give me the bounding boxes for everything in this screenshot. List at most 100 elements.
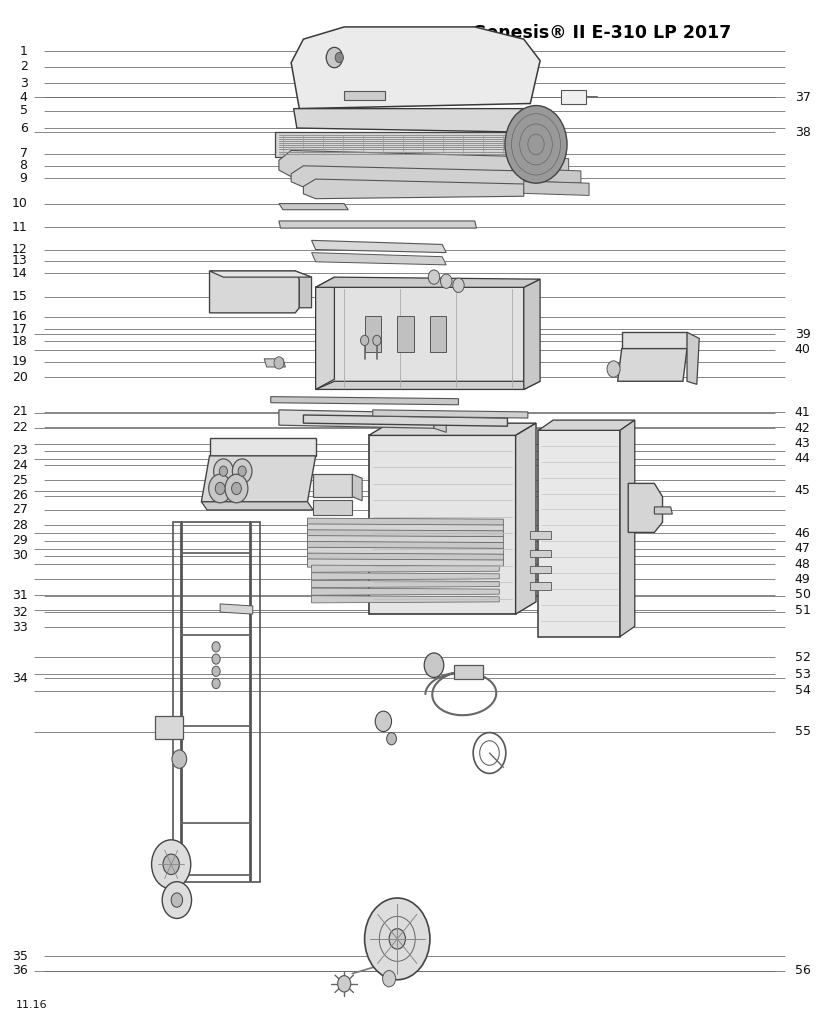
Text: 7: 7 (20, 147, 28, 160)
Polygon shape (210, 438, 315, 456)
Polygon shape (307, 524, 504, 532)
Polygon shape (654, 507, 672, 514)
Text: 56: 56 (794, 964, 811, 977)
Text: 17: 17 (11, 323, 28, 336)
Polygon shape (397, 316, 414, 351)
Text: 24: 24 (11, 459, 28, 471)
Polygon shape (369, 423, 536, 435)
Circle shape (337, 976, 351, 992)
Circle shape (364, 898, 430, 980)
Text: 29: 29 (11, 535, 28, 547)
Polygon shape (303, 179, 524, 199)
Circle shape (162, 882, 192, 919)
Text: 38: 38 (794, 126, 811, 138)
Circle shape (274, 356, 284, 369)
Polygon shape (530, 583, 550, 590)
Polygon shape (524, 169, 581, 183)
Polygon shape (561, 90, 586, 103)
Polygon shape (687, 332, 699, 384)
Polygon shape (315, 278, 540, 288)
Polygon shape (530, 550, 550, 557)
Text: 23: 23 (11, 444, 28, 458)
Text: 27: 27 (11, 504, 28, 516)
Polygon shape (530, 531, 550, 539)
Circle shape (212, 642, 220, 652)
Polygon shape (293, 109, 530, 132)
Circle shape (212, 654, 220, 665)
Polygon shape (313, 500, 352, 515)
Text: 22: 22 (11, 421, 28, 434)
Polygon shape (313, 474, 352, 497)
Circle shape (232, 482, 242, 495)
Text: 39: 39 (794, 328, 811, 341)
Circle shape (428, 270, 440, 285)
Polygon shape (311, 565, 500, 572)
Text: 37: 37 (794, 91, 811, 103)
Polygon shape (538, 420, 635, 430)
Text: 11: 11 (11, 220, 28, 233)
Polygon shape (364, 316, 381, 351)
Polygon shape (315, 288, 524, 389)
Text: 5: 5 (20, 104, 28, 117)
Circle shape (335, 52, 343, 62)
Circle shape (382, 971, 396, 987)
Text: 34: 34 (11, 672, 28, 685)
Polygon shape (307, 559, 504, 567)
Circle shape (152, 840, 191, 889)
Text: 51: 51 (794, 603, 811, 616)
Polygon shape (524, 181, 589, 196)
Text: 18: 18 (11, 335, 28, 348)
Text: 53: 53 (794, 668, 811, 681)
Polygon shape (265, 358, 286, 367)
Text: 33: 33 (11, 621, 28, 634)
Polygon shape (622, 332, 687, 348)
Circle shape (219, 466, 228, 476)
Text: 46: 46 (794, 527, 811, 540)
Text: 31: 31 (11, 589, 28, 602)
Text: 9: 9 (20, 172, 28, 184)
Polygon shape (311, 253, 446, 265)
Circle shape (360, 335, 369, 345)
Polygon shape (524, 280, 540, 389)
Polygon shape (434, 413, 446, 432)
Polygon shape (210, 271, 311, 278)
Text: 49: 49 (794, 572, 811, 586)
Text: 45: 45 (794, 484, 811, 497)
Text: 35: 35 (11, 949, 28, 963)
Text: 47: 47 (794, 543, 811, 555)
Polygon shape (344, 91, 385, 100)
Text: 15: 15 (11, 290, 28, 303)
Text: 41: 41 (794, 407, 811, 420)
Polygon shape (307, 518, 504, 526)
Text: 28: 28 (11, 519, 28, 531)
Polygon shape (307, 529, 504, 538)
Polygon shape (538, 430, 620, 637)
Polygon shape (307, 553, 504, 561)
Circle shape (387, 732, 396, 744)
Text: 44: 44 (794, 453, 811, 465)
Text: 42: 42 (794, 422, 811, 435)
Circle shape (326, 47, 342, 68)
Polygon shape (291, 27, 540, 109)
Polygon shape (315, 278, 334, 389)
Polygon shape (279, 151, 540, 176)
Text: 11.16: 11.16 (16, 1000, 48, 1011)
Polygon shape (315, 381, 540, 389)
Polygon shape (628, 483, 663, 532)
Polygon shape (271, 396, 459, 404)
Polygon shape (279, 221, 477, 228)
Polygon shape (291, 166, 532, 187)
Text: 10: 10 (11, 197, 28, 210)
Polygon shape (373, 410, 528, 418)
Polygon shape (201, 456, 315, 502)
Polygon shape (275, 132, 512, 157)
Circle shape (453, 279, 464, 293)
Text: 13: 13 (11, 254, 28, 267)
Text: 30: 30 (11, 550, 28, 562)
Circle shape (225, 474, 248, 503)
Circle shape (212, 679, 220, 689)
Polygon shape (307, 536, 504, 544)
Polygon shape (201, 502, 313, 510)
Circle shape (215, 482, 225, 495)
Circle shape (233, 459, 252, 483)
